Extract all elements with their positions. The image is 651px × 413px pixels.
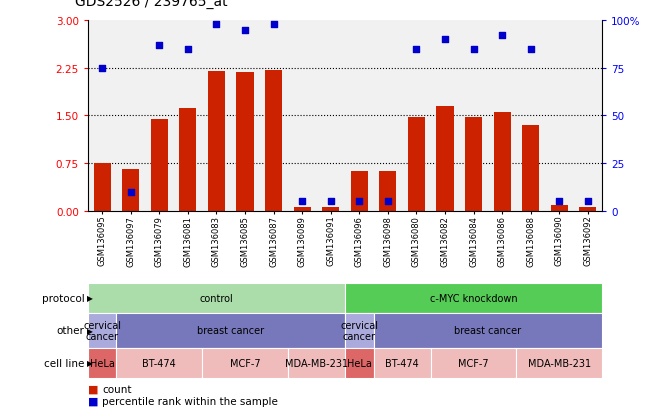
Bar (551, 206, 568, 211)
Bar (151, 119, 168, 211)
Bar (493, 113, 511, 211)
Text: count: count (102, 384, 132, 394)
Text: cell line: cell line (44, 358, 85, 368)
Bar (294, 208, 311, 211)
Text: percentile rank within the sample: percentile rank within the sample (102, 396, 278, 406)
Text: control: control (200, 293, 233, 303)
Point (354, 198, 365, 205)
Text: MDA-MB-231: MDA-MB-231 (528, 358, 591, 368)
Point (97, 65, 107, 72)
Bar (579, 208, 596, 211)
Bar (179, 109, 197, 211)
Text: breast cancer: breast cancer (197, 325, 264, 336)
Bar (259, 21, 288, 211)
Bar (288, 21, 316, 211)
Bar (202, 21, 230, 211)
Bar (322, 208, 339, 211)
Bar (488, 21, 516, 211)
Text: MDA-MB-231: MDA-MB-231 (285, 358, 348, 368)
Bar (88, 313, 117, 348)
Bar (465, 117, 482, 211)
Bar (374, 21, 402, 211)
Bar (88, 283, 345, 313)
Text: BT-474: BT-474 (385, 358, 419, 368)
Text: protocol: protocol (42, 293, 85, 303)
Point (554, 198, 564, 205)
Text: BT-474: BT-474 (143, 358, 176, 368)
Point (525, 46, 536, 53)
Point (126, 189, 136, 195)
Bar (88, 348, 117, 378)
Point (469, 46, 479, 53)
Text: ▶: ▶ (87, 294, 93, 303)
Bar (374, 348, 431, 378)
Point (440, 37, 450, 43)
Bar (236, 73, 254, 211)
Bar (202, 348, 288, 378)
Bar (345, 348, 374, 378)
Bar (145, 21, 174, 211)
Text: GDS2526 / 239765_at: GDS2526 / 239765_at (75, 0, 227, 9)
Point (154, 43, 165, 49)
Point (183, 46, 193, 53)
Bar (574, 21, 602, 211)
Text: ▶: ▶ (87, 358, 93, 368)
Bar (380, 172, 396, 211)
Bar (117, 348, 202, 378)
Bar (345, 21, 374, 211)
Bar (460, 21, 488, 211)
Bar (174, 21, 202, 211)
Text: cervical
cancer: cervical cancer (340, 320, 378, 342)
Bar (431, 348, 516, 378)
Bar (351, 172, 368, 211)
Point (497, 33, 507, 40)
Point (268, 21, 279, 28)
Point (583, 198, 593, 205)
Text: ▶: ▶ (87, 326, 93, 335)
Bar (345, 283, 602, 313)
Point (326, 198, 336, 205)
Bar (288, 348, 345, 378)
Bar (402, 21, 431, 211)
Bar (316, 21, 345, 211)
Bar (374, 313, 602, 348)
Bar (516, 348, 602, 378)
Bar (117, 313, 345, 348)
Bar (122, 170, 139, 211)
Bar (522, 126, 539, 211)
Bar (408, 118, 425, 211)
Bar (436, 107, 454, 211)
Text: HeLa: HeLa (90, 358, 115, 368)
Bar (94, 164, 111, 211)
Point (297, 198, 307, 205)
Text: other: other (57, 325, 85, 336)
Bar (545, 21, 574, 211)
Point (211, 21, 221, 28)
Text: ■: ■ (88, 396, 98, 406)
Bar (230, 21, 259, 211)
Text: breast cancer: breast cancer (454, 325, 521, 336)
Bar (345, 313, 374, 348)
Text: c-MYC knockdown: c-MYC knockdown (430, 293, 518, 303)
Point (411, 46, 422, 53)
Bar (265, 71, 282, 211)
Text: ■: ■ (88, 384, 98, 394)
Text: HeLa: HeLa (347, 358, 372, 368)
Bar (516, 21, 545, 211)
Text: MCF-7: MCF-7 (230, 358, 260, 368)
Point (383, 198, 393, 205)
Bar (88, 21, 117, 211)
Text: cervical
cancer: cervical cancer (83, 320, 121, 342)
Bar (117, 21, 145, 211)
Bar (208, 72, 225, 211)
Point (240, 27, 250, 34)
Bar (431, 21, 460, 211)
Text: MCF-7: MCF-7 (458, 358, 489, 368)
